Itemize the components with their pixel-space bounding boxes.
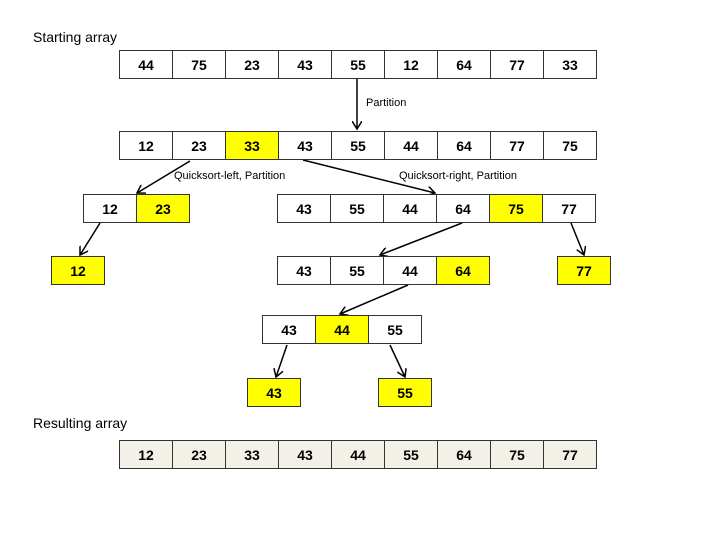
resulting-array-label: Resulting array xyxy=(33,415,128,431)
resulting-array-cell: 43 xyxy=(278,440,332,469)
quicksort-left-label: Quicksort-left, Partition xyxy=(174,170,286,182)
resulting-array-cell: 64 xyxy=(437,440,491,469)
right-sub-cell: 44 xyxy=(383,194,437,223)
left-leaf-12-cell: 12 xyxy=(51,256,105,285)
partition-1-cell: 75 xyxy=(543,131,597,160)
right-sub-cell: 77 xyxy=(542,194,596,223)
starting-array-cell: 43 xyxy=(278,50,332,79)
partition-label: Partition xyxy=(366,97,407,109)
left-sub-cell: 12 xyxy=(83,194,137,223)
arrow xyxy=(80,222,101,255)
partition-1-cell: 12 xyxy=(119,131,173,160)
right-sub-cell: 55 xyxy=(330,194,384,223)
resulting-array-cell: 44 xyxy=(331,440,385,469)
leaf-55-cell: 55 xyxy=(378,378,432,407)
starting-array-cell: 64 xyxy=(437,50,491,79)
starting-array-cell: 44 xyxy=(119,50,173,79)
inner-sub-cell: 55 xyxy=(368,315,422,344)
partition-1-cell: 55 xyxy=(331,131,385,160)
right-sub-cell: 64 xyxy=(436,194,490,223)
starting-array-cell: 55 xyxy=(331,50,385,79)
arrow xyxy=(137,160,191,193)
quicksort-right-label: Quicksort-right, Partition xyxy=(399,170,517,182)
right-sub-cell: 75 xyxy=(489,194,543,223)
starting-array-cell: 77 xyxy=(490,50,544,79)
starting-array-cell: 75 xyxy=(172,50,226,79)
left-sub-cell: 23 xyxy=(136,194,190,223)
resulting-array-cell: 33 xyxy=(225,440,279,469)
starting-array-label: Starting array xyxy=(33,29,118,45)
resulting-array-cell: 12 xyxy=(119,440,173,469)
partition-1-cell: 44 xyxy=(384,131,438,160)
arrow xyxy=(276,344,288,377)
arrow xyxy=(340,284,409,314)
right-left-sub-cell: 43 xyxy=(277,256,331,285)
partition-1-cell: 33 xyxy=(225,131,279,160)
partition-1-cell: 43 xyxy=(278,131,332,160)
leaf-43-cell: 43 xyxy=(247,378,301,407)
resulting-array-cell: 23 xyxy=(172,440,226,469)
resulting-array-cell: 55 xyxy=(384,440,438,469)
right-left-sub-cell: 64 xyxy=(436,256,490,285)
starting-array-cell: 23 xyxy=(225,50,279,79)
right-left-sub-cell: 55 xyxy=(330,256,384,285)
arrow xyxy=(302,159,435,193)
right-sub-cell: 43 xyxy=(277,194,331,223)
inner-sub-cell: 44 xyxy=(315,315,369,344)
arrow xyxy=(389,344,405,377)
resulting-array-cell: 77 xyxy=(543,440,597,469)
arrow xyxy=(570,222,584,255)
arrow xyxy=(380,222,463,255)
resulting-array-cell: 75 xyxy=(490,440,544,469)
partition-1-cell: 23 xyxy=(172,131,226,160)
partition-1-cell: 77 xyxy=(490,131,544,160)
starting-array-cell: 12 xyxy=(384,50,438,79)
inner-sub-cell: 43 xyxy=(262,315,316,344)
right-leaf-77-cell: 77 xyxy=(557,256,611,285)
partition-1-cell: 64 xyxy=(437,131,491,160)
right-left-sub-cell: 44 xyxy=(383,256,437,285)
starting-array-cell: 33 xyxy=(543,50,597,79)
